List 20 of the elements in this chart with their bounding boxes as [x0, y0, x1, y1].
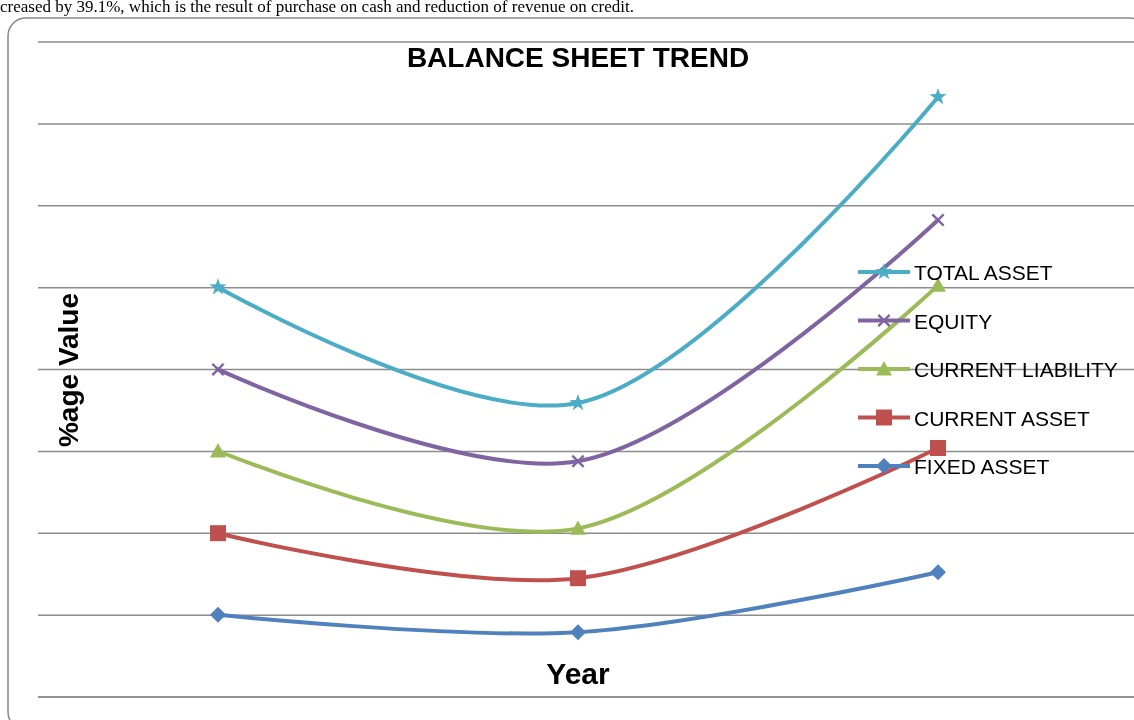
y-axis-title: %age Value [53, 292, 84, 448]
legend-label: FIXED ASSET [914, 455, 1050, 478]
point [209, 278, 227, 295]
legend-label: CURRENT ASSET [914, 406, 1090, 430]
point [210, 443, 226, 458]
point [930, 440, 946, 456]
point [570, 570, 586, 587]
legend-label: EQUITY [914, 309, 993, 333]
point [929, 88, 947, 105]
legend-label: TOTAL ASSET [914, 261, 1053, 284]
point [211, 362, 225, 376]
text: creased by 39.1%, which is the result of purchase on cash and reduction of revenue on credit. [0, 0, 634, 16]
legend-label: CURRENT LIABILITY [914, 358, 1118, 381]
point [210, 606, 226, 623]
point [570, 624, 586, 641]
point [570, 520, 586, 535]
x-axis-title: Year [546, 657, 611, 690]
point [930, 564, 946, 581]
chart-title: BALANCE SHEET TREND [406, 42, 750, 73]
point [210, 525, 226, 542]
